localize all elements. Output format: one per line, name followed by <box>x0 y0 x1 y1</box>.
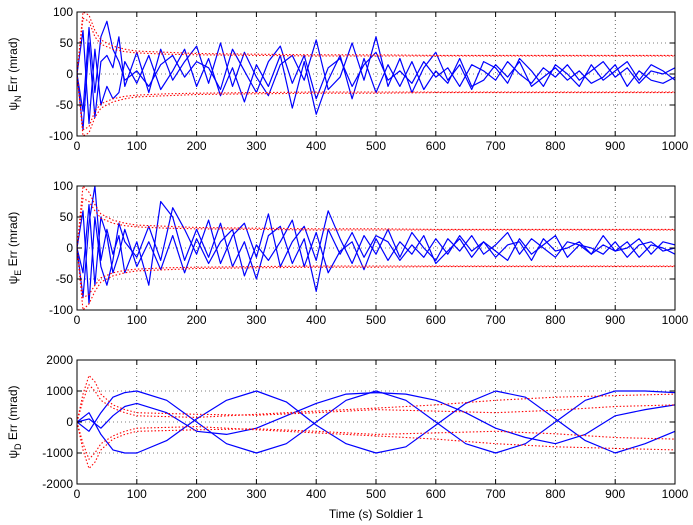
x-tick-label: 0 <box>74 139 81 153</box>
y-axis-label-subscript: D <box>13 443 23 450</box>
y-axis-label: ψD Err (mrad) <box>6 385 23 458</box>
x-tick-label: 300 <box>246 139 266 153</box>
x-tick-label: 900 <box>605 313 625 327</box>
error-line <box>77 390 675 454</box>
y-axis-label: ψN Err (mrad) <box>6 37 23 110</box>
x-tick-label: 600 <box>426 313 446 327</box>
x-tick-label: 600 <box>426 139 446 153</box>
error-line <box>77 36 675 131</box>
x-tick-label: 800 <box>545 313 565 327</box>
x-tick-label: 400 <box>306 313 326 327</box>
y-tick-label: 100 <box>53 5 73 19</box>
x-tick-label: 400 <box>306 487 326 501</box>
bound-line <box>77 73 675 136</box>
y-axis-label-symbol: ψ <box>6 102 20 111</box>
y-axis-label-symbol: ψ <box>6 450 20 459</box>
y-axis-label-subscript: N <box>13 95 23 102</box>
y-axis-label-symbol: ψ <box>6 276 20 285</box>
error-line <box>77 186 675 299</box>
x-tick-label: 0 <box>74 487 81 501</box>
bound-line <box>77 421 675 470</box>
panel-psi-n: 0 100 200 300 400 500 600 700 800 900 1000 -100 -50 0… <box>6 5 689 153</box>
error-line <box>77 207 675 305</box>
x-tick-label: 700 <box>486 487 506 501</box>
bound-line <box>77 374 675 423</box>
x-tick-label: 200 <box>187 487 207 501</box>
bound-line <box>77 421 675 460</box>
y-tick-label: -50 <box>56 98 74 112</box>
series-group <box>77 12 675 136</box>
series-group <box>77 374 675 470</box>
y-tick-label: 50 <box>60 210 74 224</box>
x-tick-label: 300 <box>246 487 266 501</box>
panel-psi-d: 0 100 200 300 400 500 600 700 800 900 1000 -2000 -10… <box>6 353 689 501</box>
x-tick-label: 300 <box>246 313 266 327</box>
x-axis-label: Time (s) Soldier 1 <box>329 507 424 521</box>
y-tick-label: -1000 <box>42 446 73 460</box>
bound-line <box>77 247 675 299</box>
x-tick-label: 100 <box>127 139 147 153</box>
x-tick-label: 900 <box>605 139 625 153</box>
x-tick-label: 800 <box>545 139 565 153</box>
bound-line <box>77 197 675 249</box>
y-tick-label: 2000 <box>46 353 73 367</box>
series-group <box>77 186 675 310</box>
bound-line <box>77 12 675 75</box>
y-tick-label: -2000 <box>42 477 73 491</box>
y-axis-label-text: Err (mrad) <box>6 212 20 270</box>
y-tick-label: -100 <box>49 303 73 317</box>
bound-line <box>77 186 675 249</box>
x-tick-label: 500 <box>366 313 386 327</box>
y-axis-label-subscript: E <box>13 270 23 276</box>
x-tick-label: 700 <box>486 313 506 327</box>
x-tick-label: 100 <box>127 313 147 327</box>
error-line <box>77 20 675 112</box>
error-line <box>77 390 675 454</box>
y-tick-label: 0 <box>66 67 73 81</box>
x-tick-label: 400 <box>306 139 326 153</box>
x-tick-label: 500 <box>366 487 386 501</box>
y-axis-label-text: Err (mrad) <box>6 385 20 443</box>
y-tick-label: 100 <box>53 179 73 193</box>
x-tick-label: 1000 <box>662 139 689 153</box>
y-tick-label: 0 <box>66 241 73 255</box>
y-axis-label-text: Err (mrad) <box>6 37 20 95</box>
y-axis-label: ψE Err (mrad) <box>6 212 23 285</box>
x-tick-label: 600 <box>426 487 446 501</box>
x-tick-label: 200 <box>187 139 207 153</box>
y-tick-label: 0 <box>66 415 73 429</box>
x-tick-label: 1000 <box>662 313 689 327</box>
x-tick-label: 900 <box>605 487 625 501</box>
bound-line <box>77 384 675 423</box>
x-tick-label: 500 <box>366 139 386 153</box>
x-tick-label: 1000 <box>662 487 689 501</box>
x-tick-label: 0 <box>74 313 81 327</box>
y-tick-label: 1000 <box>46 384 73 398</box>
y-tick-label: 50 <box>60 36 74 50</box>
x-tick-label: 800 <box>545 487 565 501</box>
y-tick-label: -50 <box>56 272 74 286</box>
x-tick-label: 100 <box>127 487 147 501</box>
error-line <box>77 204 675 286</box>
error-line <box>77 392 675 445</box>
y-tick-label: -100 <box>49 129 73 143</box>
x-tick-label: 200 <box>187 313 207 327</box>
x-tick-label: 700 <box>486 139 506 153</box>
panel-psi-e: 0 100 200 300 400 500 600 700 800 900 1000 -100 -50 0… <box>6 179 689 327</box>
bound-line <box>77 247 675 310</box>
error-line <box>77 30 675 125</box>
